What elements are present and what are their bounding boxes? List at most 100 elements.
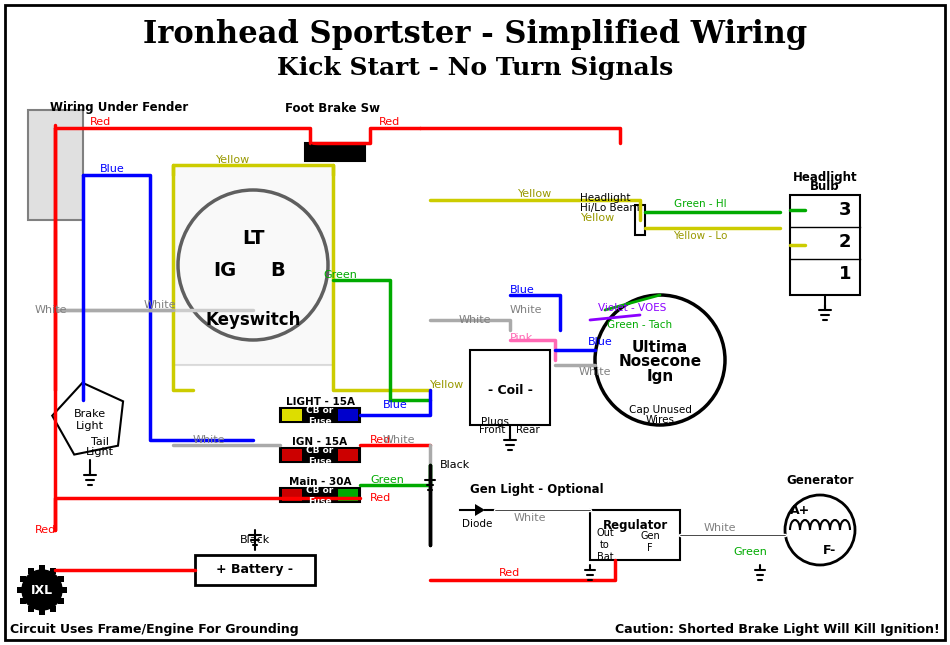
Text: Black: Black bbox=[239, 535, 270, 545]
Text: Red: Red bbox=[35, 525, 56, 535]
Text: Circuit Uses Frame/Engine For Grounding: Circuit Uses Frame/Engine For Grounding bbox=[10, 624, 298, 637]
Text: CB or
Fuse: CB or Fuse bbox=[306, 446, 333, 466]
FancyBboxPatch shape bbox=[50, 606, 56, 612]
FancyBboxPatch shape bbox=[338, 449, 358, 461]
Text: Gen Light - Optional: Gen Light - Optional bbox=[470, 484, 603, 497]
FancyBboxPatch shape bbox=[280, 408, 360, 422]
FancyBboxPatch shape bbox=[28, 606, 34, 612]
Circle shape bbox=[22, 570, 62, 610]
Text: Wires: Wires bbox=[645, 415, 674, 425]
Text: - Coil -: - Coil - bbox=[487, 384, 532, 397]
Text: Bulb: Bulb bbox=[810, 181, 840, 194]
Text: Out
to
Bat: Out to Bat bbox=[597, 528, 614, 562]
FancyBboxPatch shape bbox=[282, 489, 302, 501]
Text: Ign: Ign bbox=[646, 368, 674, 384]
Text: Yellow: Yellow bbox=[518, 189, 552, 199]
Text: Blue: Blue bbox=[383, 400, 408, 410]
FancyBboxPatch shape bbox=[20, 576, 26, 582]
Text: White: White bbox=[193, 435, 225, 445]
FancyBboxPatch shape bbox=[28, 568, 34, 574]
Text: White: White bbox=[143, 300, 177, 310]
Text: Headlight: Headlight bbox=[792, 170, 857, 183]
Text: Cap Unused: Cap Unused bbox=[629, 405, 692, 415]
FancyBboxPatch shape bbox=[305, 143, 365, 161]
Text: White: White bbox=[383, 435, 415, 445]
Text: Caution: Shorted Brake Light Will Kill Ignition!: Caution: Shorted Brake Light Will Kill I… bbox=[616, 624, 940, 637]
Text: 1: 1 bbox=[839, 265, 851, 283]
Text: CB or
Fuse: CB or Fuse bbox=[306, 406, 333, 426]
Text: LT: LT bbox=[241, 228, 264, 248]
Text: Headlight: Headlight bbox=[580, 193, 630, 203]
Text: LIGHT - 15A: LIGHT - 15A bbox=[286, 397, 354, 407]
Text: White: White bbox=[704, 523, 736, 533]
Text: Diode: Diode bbox=[462, 519, 492, 529]
FancyBboxPatch shape bbox=[20, 598, 26, 604]
FancyBboxPatch shape bbox=[39, 565, 45, 571]
Text: Front: Front bbox=[479, 425, 505, 435]
Text: Yellow: Yellow bbox=[430, 380, 465, 390]
FancyBboxPatch shape bbox=[61, 587, 67, 593]
Text: 3: 3 bbox=[839, 201, 851, 219]
Text: IXL: IXL bbox=[31, 584, 53, 597]
Text: Red: Red bbox=[90, 117, 111, 127]
Text: 2: 2 bbox=[839, 233, 851, 251]
Text: Blue: Blue bbox=[100, 164, 124, 174]
Text: CB or
Fuse: CB or Fuse bbox=[306, 486, 333, 506]
Text: Keyswitch: Keyswitch bbox=[205, 311, 301, 329]
Text: Green - Tach: Green - Tach bbox=[607, 320, 673, 330]
Text: F-: F- bbox=[824, 544, 837, 557]
Circle shape bbox=[595, 295, 725, 425]
Text: Hi/Lo Beam: Hi/Lo Beam bbox=[580, 203, 639, 213]
Text: Red: Red bbox=[370, 493, 391, 503]
Text: Ironhead Sportster - Simplified Wiring: Ironhead Sportster - Simplified Wiring bbox=[142, 19, 808, 50]
Text: Blue: Blue bbox=[588, 337, 613, 347]
Text: Green - HI: Green - HI bbox=[674, 199, 727, 209]
Text: Nosecone: Nosecone bbox=[618, 355, 701, 370]
FancyBboxPatch shape bbox=[790, 195, 860, 295]
Text: Plugs: Plugs bbox=[481, 417, 509, 427]
Text: Red: Red bbox=[370, 435, 391, 445]
Text: B: B bbox=[271, 261, 285, 279]
FancyBboxPatch shape bbox=[470, 350, 550, 425]
Text: Tail: Tail bbox=[91, 437, 109, 447]
Text: Blue: Blue bbox=[510, 285, 535, 295]
Circle shape bbox=[785, 495, 855, 565]
Circle shape bbox=[178, 190, 328, 340]
Text: Red: Red bbox=[379, 117, 401, 127]
FancyBboxPatch shape bbox=[173, 165, 333, 365]
FancyBboxPatch shape bbox=[195, 555, 315, 585]
FancyBboxPatch shape bbox=[280, 488, 360, 502]
FancyBboxPatch shape bbox=[58, 576, 64, 582]
Text: Green: Green bbox=[370, 475, 404, 485]
Text: Yellow: Yellow bbox=[216, 155, 250, 165]
FancyBboxPatch shape bbox=[50, 568, 56, 574]
FancyBboxPatch shape bbox=[58, 598, 64, 604]
Text: Yellow - Lo: Yellow - Lo bbox=[673, 231, 727, 241]
Polygon shape bbox=[475, 504, 485, 516]
FancyBboxPatch shape bbox=[338, 489, 358, 501]
Text: Yellow: Yellow bbox=[580, 213, 615, 223]
Text: White: White bbox=[510, 305, 542, 315]
Text: Foot Brake Sw: Foot Brake Sw bbox=[285, 101, 380, 115]
Text: White: White bbox=[579, 367, 611, 377]
Text: Generator: Generator bbox=[787, 473, 854, 486]
FancyBboxPatch shape bbox=[39, 609, 45, 615]
FancyBboxPatch shape bbox=[280, 448, 360, 462]
Text: White: White bbox=[514, 513, 546, 523]
Text: White: White bbox=[35, 305, 67, 315]
Text: Red: Red bbox=[500, 568, 521, 578]
Text: Brake: Brake bbox=[74, 409, 106, 419]
Text: Green: Green bbox=[733, 547, 767, 557]
Text: White: White bbox=[459, 315, 491, 325]
Text: Violet - VOES: Violet - VOES bbox=[598, 303, 666, 313]
FancyBboxPatch shape bbox=[282, 409, 302, 421]
Text: Light: Light bbox=[76, 421, 104, 431]
Text: Pink: Pink bbox=[510, 333, 533, 343]
FancyBboxPatch shape bbox=[17, 587, 23, 593]
FancyBboxPatch shape bbox=[282, 449, 302, 461]
Text: A+: A+ bbox=[789, 504, 810, 517]
Text: Black: Black bbox=[440, 460, 470, 470]
Text: Wiring Under Fender: Wiring Under Fender bbox=[50, 101, 188, 115]
Text: Light: Light bbox=[86, 447, 114, 457]
FancyBboxPatch shape bbox=[590, 510, 680, 560]
